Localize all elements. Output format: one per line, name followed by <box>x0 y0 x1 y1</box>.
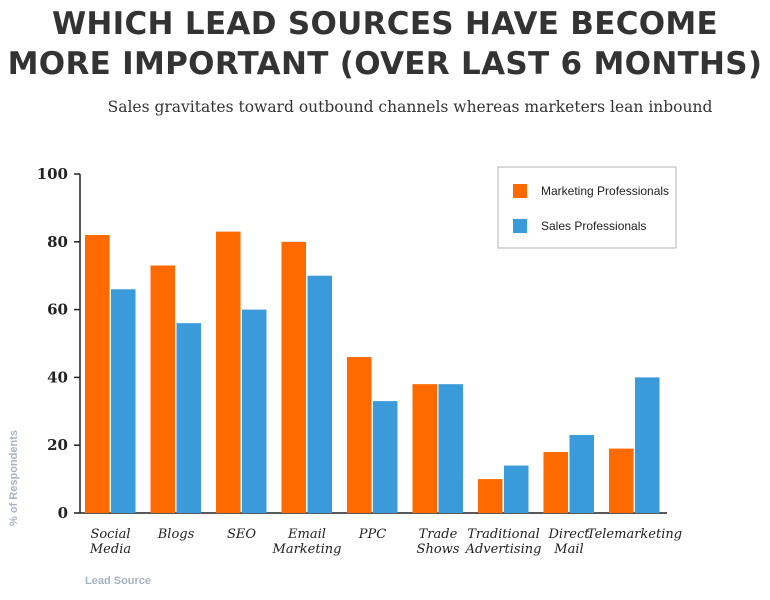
y-tick-label: 40 <box>47 368 68 386</box>
x-tick-label: Trade Shows <box>417 527 460 557</box>
legend-label-sales: Sales Professionals <box>541 219 646 233</box>
bar-sales <box>307 275 332 513</box>
bar-marketing <box>85 235 110 513</box>
chart-title-line-2: MORE IMPORTANT (OVER LAST 6 MONTHS) <box>7 46 763 82</box>
bar-sales <box>438 384 463 513</box>
bar-sales <box>504 465 529 513</box>
bar-marketing <box>347 357 372 513</box>
x-tick-label: Traditional Advertising <box>465 527 542 557</box>
x-tick-label-line: Advertising <box>465 542 542 557</box>
y-tick-label: 80 <box>47 233 68 251</box>
y-tick-label: 100 <box>37 165 68 183</box>
x-tick-label: Blogs <box>157 527 195 542</box>
x-tick-label-line: Marketing <box>272 542 342 557</box>
x-tick-label-line: Blogs <box>157 527 195 542</box>
bar-marketing <box>150 265 175 513</box>
bar-marketing <box>478 479 503 513</box>
x-tick-label: Email Marketing <box>272 527 342 557</box>
bar-sales <box>176 323 201 513</box>
x-tick-label-line: Telemarketing <box>587 527 682 542</box>
x-tick-label-line: SEO <box>227 527 256 542</box>
legend-box <box>497 166 677 249</box>
x-tick-label: Telemarketing <box>587 527 682 542</box>
legend-label-marketing: Marketing Professionals <box>541 184 669 198</box>
chart-subtitle: Sales gravitates toward outbound channel… <box>107 98 713 116</box>
x-tick-label-line: Shows <box>417 542 460 557</box>
bar-sales <box>111 289 136 513</box>
x-axis-title: Lead Source <box>85 575 151 587</box>
x-tick-label-line: Trade <box>419 527 458 542</box>
x-tick-label: Social Media <box>89 527 131 557</box>
x-tick-label-line: Mail <box>553 542 583 557</box>
y-tick-label: 20 <box>47 436 68 454</box>
chart-title-line-1: WHICH LEAD SOURCES HAVE BECOME <box>51 6 719 42</box>
x-tick-label-line: Social <box>90 527 130 542</box>
x-tick-label: SEO <box>227 527 256 542</box>
x-tick-label: PPC <box>358 527 386 542</box>
x-tick-label-line: Traditional <box>467 527 540 542</box>
legend-swatch-marketing <box>513 184 527 198</box>
bar-sales <box>635 377 660 513</box>
bar-sales <box>242 309 267 513</box>
bar-marketing <box>412 384 437 513</box>
x-tick-label-line: Direct <box>548 527 591 542</box>
x-tick-label-line: PPC <box>358 527 386 542</box>
x-tick-label-line: Media <box>89 542 131 557</box>
bar-sales <box>569 435 594 513</box>
x-tick-label-line: Email <box>287 527 326 542</box>
x-tick-label: Direct Mail <box>548 527 591 557</box>
bar-sales <box>373 401 398 513</box>
bar-marketing <box>543 451 568 513</box>
legend-swatch-sales <box>513 219 527 233</box>
bar-marketing <box>609 448 634 513</box>
chart-title: WHICH LEAD SOURCES HAVE BECOME MORE IMPO… <box>0 4 770 84</box>
bar-marketing <box>281 241 306 514</box>
bar-marketing <box>216 231 241 513</box>
y-tick-label: 0 <box>58 504 68 522</box>
y-tick-label: 60 <box>47 301 68 319</box>
y-axis-title: % of Respondents <box>8 430 20 526</box>
